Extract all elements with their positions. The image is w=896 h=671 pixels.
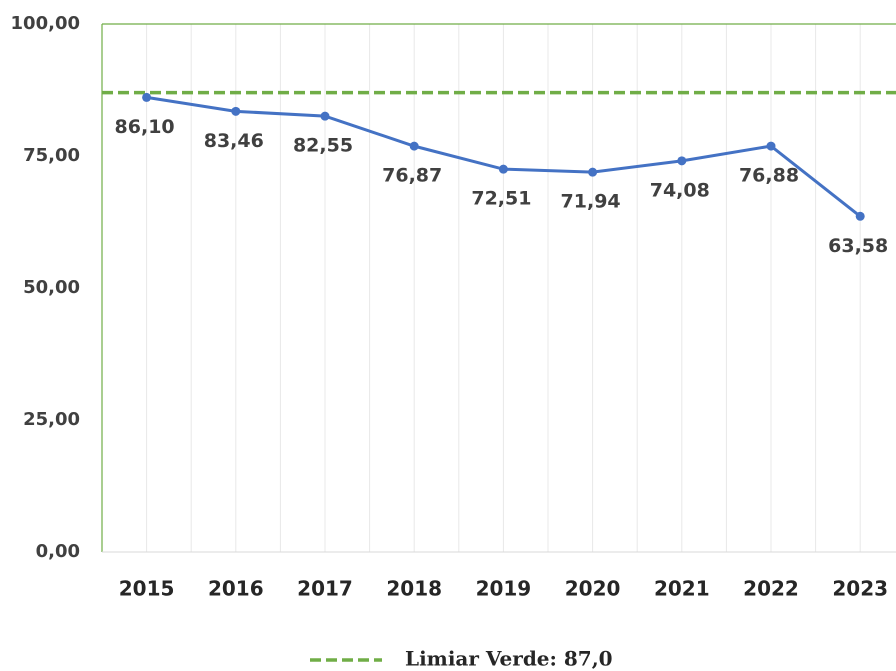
x-tick-label: 2019: [476, 577, 532, 601]
point: [766, 141, 776, 151]
legend-label: Limiar Verde: 87,0: [405, 647, 613, 671]
x-tick-label: 2018: [386, 577, 442, 601]
x-tick-label: 2015: [119, 577, 175, 601]
x-tick-label: 2016: [208, 577, 264, 601]
y-tick-label: 25,00: [23, 409, 80, 430]
data-label: 76,87: [382, 165, 442, 187]
data-label: 72,51: [471, 188, 531, 210]
data-label: 74,08: [650, 179, 710, 201]
y-tick-label: 50,00: [23, 277, 80, 298]
point: [320, 111, 330, 121]
point: [409, 141, 419, 151]
point: [677, 156, 687, 166]
data-label: 83,46: [204, 130, 264, 152]
x-tick-label: 2022: [743, 577, 799, 601]
x-tick-label: 2021: [654, 577, 710, 601]
y-tick-label: 0,00: [36, 541, 80, 562]
x-tick-label: 2023: [832, 577, 888, 601]
y-tick-label: 75,00: [23, 145, 80, 166]
point: [588, 167, 598, 177]
data-label: 76,88: [739, 165, 799, 187]
data-label: 86,10: [115, 116, 175, 138]
point: [498, 164, 508, 174]
point: [142, 92, 152, 102]
data-label: 71,94: [561, 191, 621, 213]
data-label: 63,58: [828, 235, 888, 257]
x-tick-label: 2020: [565, 577, 621, 601]
y-tick-label: 100,00: [11, 13, 80, 34]
point: [855, 211, 865, 221]
point: [231, 106, 241, 116]
data-label: 82,55: [293, 135, 353, 157]
x-tick-label: 2017: [297, 577, 353, 601]
